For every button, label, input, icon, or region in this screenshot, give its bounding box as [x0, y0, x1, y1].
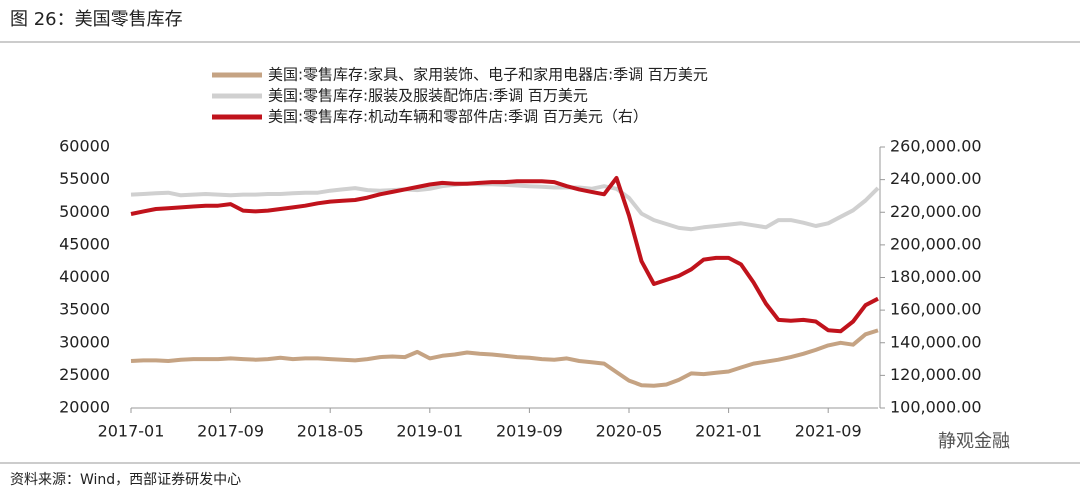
y-tick-label: 50000 — [59, 202, 110, 221]
series-line — [130, 328, 879, 388]
figure-title: 图 26：美国零售库存 — [10, 9, 183, 30]
y-tick-label: 35000 — [59, 300, 110, 319]
source-note: 资料来源：Wind，西部证券研发中心 — [10, 472, 241, 488]
y2-tick-label: 200,000.00 — [890, 234, 982, 253]
x-tick-label: 2018-05 — [297, 422, 364, 441]
y-tick-label: 55000 — [59, 169, 110, 188]
y2-tick-label: 100,000.00 — [890, 398, 982, 417]
y-tick-label: 25000 — [59, 365, 110, 384]
y-tick-label: 40000 — [59, 267, 110, 286]
legend-label: 美国:零售库存:服装及服装配饰店:季调 百万美元 — [268, 87, 588, 105]
y-tick-label: 60000 — [59, 137, 110, 156]
y2-tick-label: 180,000.00 — [890, 267, 982, 286]
x-tick-label: 2017-09 — [197, 422, 264, 441]
legend-label: 美国:零售库存:家具、家用装饰、电子和家用电器店:季调 百万美元 — [268, 66, 708, 84]
series-line — [130, 176, 879, 334]
x-tick-label: 2017-01 — [98, 422, 165, 441]
watermark: 静观金融 — [938, 431, 1010, 452]
y2-tick-label: 140,000.00 — [890, 332, 982, 351]
x-tick-label: 2021-01 — [695, 422, 762, 441]
y2-tick-label: 120,000.00 — [890, 365, 982, 384]
y-tick-label: 30000 — [59, 332, 110, 351]
x-tick-label: 2019-01 — [396, 422, 463, 441]
legend-label: 美国:零售库存:机动车辆和零部件店:季调 百万美元（右） — [268, 108, 648, 126]
y2-tick-label: 240,000.00 — [890, 169, 982, 188]
x-tick-label: 2020-05 — [596, 422, 663, 441]
y2-tick-label: 220,000.00 — [890, 202, 982, 221]
y-tick-label: 45000 — [59, 234, 110, 253]
series-line — [130, 181, 880, 232]
x-tick-label: 2019-09 — [496, 422, 563, 441]
x-tick-label: 2021-09 — [795, 422, 862, 441]
y-tick-label: 20000 — [59, 398, 110, 417]
y2-tick-label: 260,000.00 — [890, 137, 982, 156]
y2-tick-label: 160,000.00 — [890, 300, 982, 319]
